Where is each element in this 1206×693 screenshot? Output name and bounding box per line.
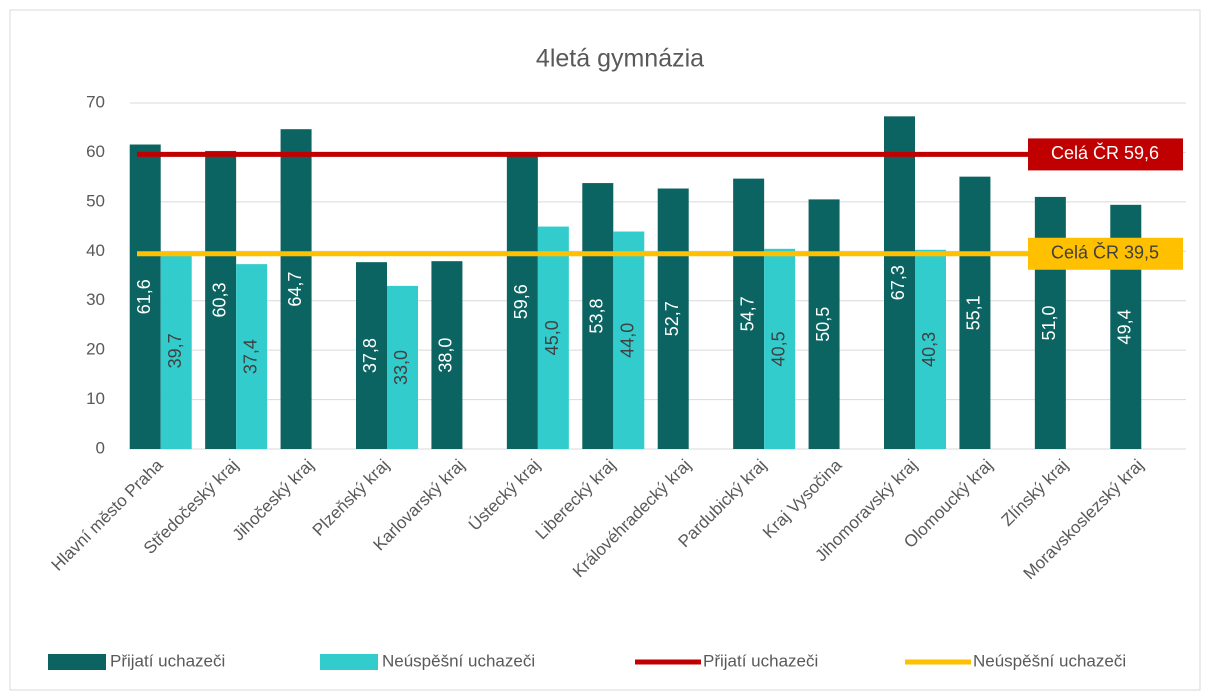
data-label: 55,1 — [964, 295, 984, 330]
chart-title: 4letá gymnázia — [536, 45, 704, 73]
data-label: 45,0 — [542, 320, 562, 355]
data-label: 60,3 — [209, 282, 229, 317]
y-tick-label: 70 — [86, 92, 105, 111]
bar — [506, 154, 538, 450]
bar — [915, 249, 946, 449]
data-label: 51,0 — [1039, 305, 1059, 340]
reference-label: Celá ČR 39,5 — [1051, 242, 1159, 263]
data-label: 64,7 — [285, 272, 305, 307]
bar — [884, 116, 915, 450]
bar — [280, 129, 312, 449]
legend-label: Neúspěšní uchazeči — [382, 651, 535, 670]
data-label: 37,8 — [360, 338, 380, 373]
y-tick-label: 0 — [96, 438, 105, 457]
data-label: 52,7 — [662, 301, 682, 336]
bar — [582, 183, 614, 449]
data-label: 37,4 — [240, 339, 260, 374]
data-label: 49,4 — [1115, 309, 1135, 344]
bar — [387, 285, 418, 449]
data-label: 40,3 — [919, 332, 939, 367]
bar — [537, 226, 569, 449]
data-label: 54,7 — [737, 296, 757, 331]
bar — [808, 199, 840, 449]
bar — [959, 176, 991, 450]
y-tick-label: 10 — [86, 389, 105, 408]
data-label: 67,3 — [888, 265, 908, 300]
data-label: 39,7 — [165, 333, 185, 368]
data-label: 50,5 — [813, 307, 833, 342]
legend-label: Přijatí uchazeči — [703, 651, 818, 670]
data-label: 61,6 — [134, 279, 154, 314]
y-tick-label: 40 — [86, 241, 105, 260]
bar — [431, 261, 463, 449]
bar — [160, 252, 192, 449]
reference-label-box — [1028, 237, 1183, 270]
bar — [236, 264, 268, 449]
legend-label: Neúspěšní uchazeči — [973, 651, 1126, 670]
bar — [356, 262, 387, 449]
data-label: 40,5 — [768, 331, 788, 366]
bar — [657, 188, 689, 450]
y-tick-label: 60 — [86, 142, 105, 161]
y-tick-label: 30 — [86, 290, 105, 309]
bar — [613, 231, 645, 449]
legend-swatch — [48, 654, 106, 670]
reference-label-box — [1028, 138, 1183, 171]
legend-swatch — [320, 654, 378, 670]
bar — [764, 248, 796, 449]
reference-label: Celá ČR 59,6 — [1051, 142, 1159, 163]
y-tick-label: 50 — [86, 191, 105, 210]
data-label: 53,8 — [587, 299, 607, 334]
bar — [129, 144, 161, 449]
bar — [733, 178, 765, 449]
data-label: 44,0 — [618, 323, 638, 358]
data-label: 59,6 — [511, 284, 531, 319]
data-label: 33,0 — [391, 350, 411, 385]
legend-label: Přijatí uchazeči — [110, 651, 225, 670]
y-tick-label: 20 — [86, 340, 105, 359]
data-label: 38,0 — [436, 338, 456, 373]
bar — [205, 150, 237, 449]
